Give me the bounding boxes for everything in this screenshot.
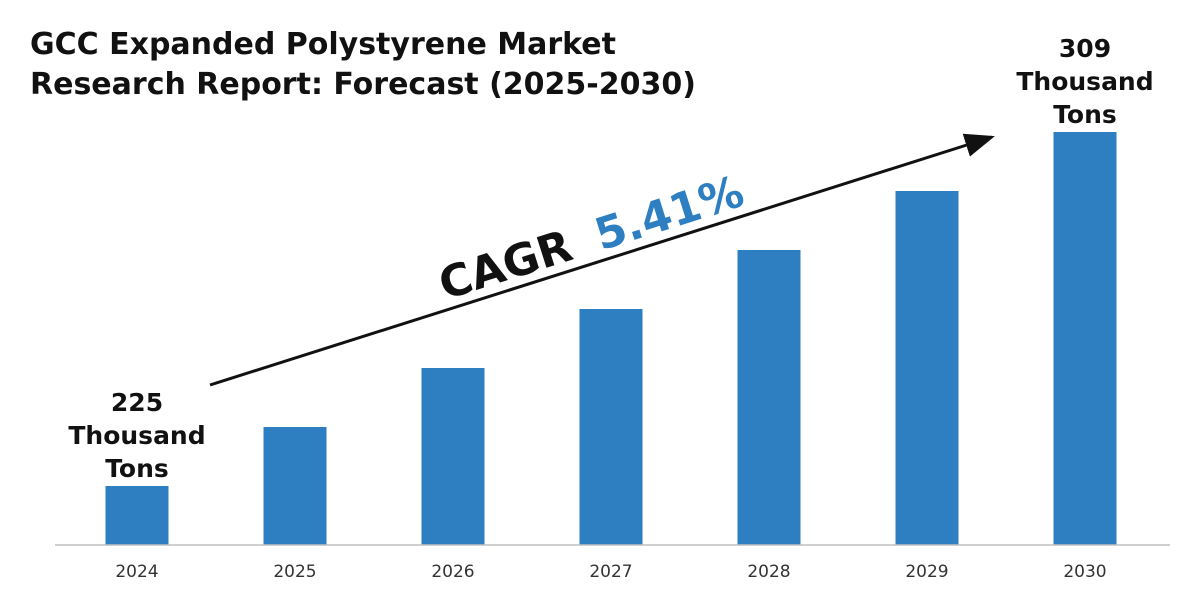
chart-title-line-1: GCC Expanded Polystyrene Market [30, 27, 616, 62]
cagr-arrow [209, 133, 995, 387]
x-tick-2024: 2024 [115, 562, 158, 582]
bar-2026 [421, 368, 485, 545]
end-value-label: 309 Thousand Tons [1016, 34, 1153, 129]
start-value-label: 225 Thousand Tons [68, 388, 205, 483]
bar-2028 [737, 250, 801, 545]
start-label-value: 225 [111, 388, 163, 417]
x-axis-tick-labels: 2024 2025 2026 2027 2028 2029 2030 [115, 562, 1106, 582]
x-tick-2027: 2027 [589, 562, 632, 582]
cagr-value: 5.41% [589, 166, 750, 261]
cagr-annotation: CAGR 5.41% [433, 166, 750, 310]
bar-2029 [895, 191, 959, 545]
cagr-prefix: CAGR [433, 221, 578, 311]
end-label-value: 309 [1059, 34, 1111, 63]
x-tick-2030: 2030 [1063, 562, 1106, 582]
end-label-unit-1: Thousand [1016, 67, 1153, 96]
x-tick-2025: 2025 [273, 562, 316, 582]
bar-2027 [579, 309, 643, 545]
bar-2030 [1053, 132, 1117, 545]
chart-title: GCC Expanded Polystyrene Market Research… [30, 27, 696, 102]
x-tick-2026: 2026 [431, 562, 474, 582]
bar-2025 [263, 427, 327, 545]
bar-series [105, 132, 1117, 545]
start-label-unit-1: Thousand [68, 421, 205, 450]
start-label-unit-2: Tons [105, 454, 169, 483]
x-tick-2028: 2028 [747, 562, 790, 582]
chart-title-line-2: Research Report: Forecast (2025-2030) [30, 67, 696, 102]
x-tick-2029: 2029 [905, 562, 948, 582]
bar-2024 [105, 486, 169, 545]
end-label-unit-2: Tons [1053, 100, 1117, 129]
